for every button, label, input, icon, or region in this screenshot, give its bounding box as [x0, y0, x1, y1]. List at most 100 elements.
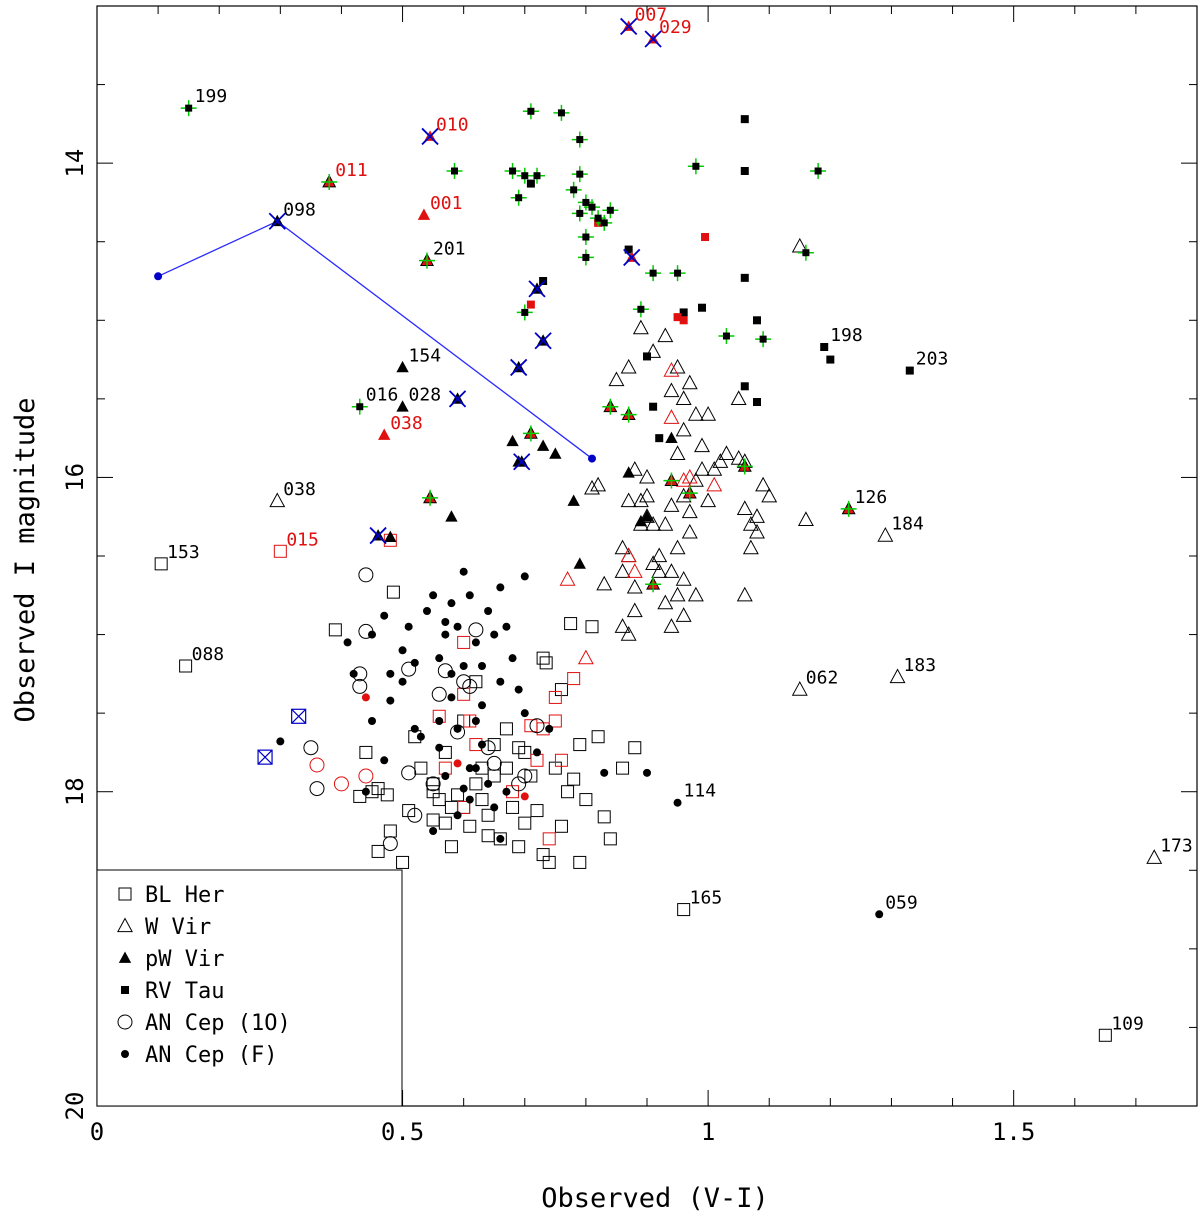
rv-tau-core — [576, 209, 584, 217]
point-bl-her — [438, 745, 452, 759]
point-an-cep-f — [496, 834, 505, 843]
track-endpoint — [588, 454, 596, 463]
rv-tau-core — [576, 136, 584, 144]
point-rv-tau-green-cross — [446, 163, 463, 179]
point-an-cep-f — [514, 685, 523, 694]
point-an-cep-f — [410, 658, 419, 667]
annotation-label: 199 — [195, 86, 228, 107]
point-an-cep-1o-red — [333, 776, 349, 792]
legend-symbol — [118, 951, 132, 963]
point-pw-vir — [665, 431, 678, 444]
point-bl-her — [383, 824, 397, 838]
point-w-vir — [791, 681, 808, 696]
annotation-label: 029 — [659, 17, 692, 38]
point-blue-cross-triangle — [513, 453, 531, 471]
point-bl-her — [444, 840, 458, 854]
rv-tau-core — [582, 198, 590, 206]
point-pw-vir — [634, 514, 648, 527]
x-square-box — [257, 749, 273, 765]
point-an-cep-f — [490, 803, 499, 812]
point-w-vir — [742, 516, 759, 531]
point-an-cep-f — [435, 743, 444, 752]
point-rv-tau-red — [701, 233, 710, 241]
point-green-cross-triangle — [422, 489, 439, 506]
point-rv-tau-red — [679, 316, 688, 325]
point-bl-her — [585, 620, 599, 634]
point-rv-tau — [820, 343, 829, 351]
point-blue-cross-triangle — [369, 526, 387, 545]
y-tick-label: 14 — [61, 149, 89, 178]
point-an-cep-f — [453, 622, 462, 631]
point-rv-tau-green-cross — [669, 265, 686, 282]
rv-tau-core — [509, 167, 517, 175]
y-tick-label: 16 — [61, 463, 89, 492]
point-blue-cross-triangle — [528, 280, 546, 298]
point-w-vir — [1146, 849, 1163, 864]
point-rv-tau — [526, 179, 535, 188]
point-an-cep-f — [673, 798, 682, 807]
rv-tau-core — [722, 332, 730, 340]
point-bl-her — [561, 785, 575, 799]
point-w-vir — [657, 594, 674, 610]
point-rv-tau-green-cross — [577, 229, 594, 245]
point-rv-tau — [649, 402, 658, 411]
legend-symbol — [117, 1014, 133, 1030]
point-w-vir-red — [706, 476, 723, 492]
point-bl-her — [628, 741, 642, 755]
point-w-vir — [639, 508, 655, 523]
point-w-vir — [718, 445, 735, 460]
point-an-cep-f — [875, 910, 884, 919]
point-w-vir — [669, 445, 686, 460]
annotation-label: 015 — [286, 529, 319, 550]
blue-evolution-track — [154, 220, 596, 463]
annotation-label: 203 — [916, 349, 949, 370]
point-rv-tau — [740, 115, 749, 124]
point-w-vir — [687, 472, 704, 487]
point-bl-her-red — [457, 635, 471, 649]
annotation-label: 007 — [635, 4, 668, 25]
point-rv-tau-green-cross — [504, 163, 521, 179]
point-w-vir — [712, 453, 729, 468]
annotation-label: 016 — [366, 385, 399, 406]
point-blue-cross-triangle — [510, 358, 528, 377]
rv-tau-core — [606, 206, 614, 214]
x-triangle-diag-b — [369, 526, 387, 545]
x-axis-title: Observed (V-I) — [541, 1183, 769, 1214]
point-green-cross-triangle — [419, 252, 435, 269]
point-an-cep-f — [533, 748, 541, 757]
point-an-cep-f — [508, 654, 517, 663]
point-bl-her — [438, 816, 452, 830]
point-w-vir — [632, 319, 649, 335]
point-an-cep-1o — [401, 765, 417, 781]
point-pw-vir — [396, 360, 409, 373]
point-an-cep-1o — [358, 567, 374, 583]
point-an-cep-f — [380, 611, 389, 620]
point-bl-her — [371, 844, 385, 858]
point-w-vir — [681, 523, 698, 539]
annotation-label: 062 — [806, 668, 839, 689]
point-w-vir — [797, 511, 814, 526]
point-w-vir-red — [663, 409, 680, 424]
point-an-cep-1o — [382, 836, 398, 852]
point-an-cep-1o — [517, 768, 533, 784]
point-w-vir — [700, 492, 717, 508]
rv-tau-core — [356, 403, 364, 411]
point-w-vir-red — [626, 563, 643, 578]
point-an-cep-f — [441, 772, 450, 780]
point-bl-her — [457, 800, 471, 814]
x-square-diag-b — [291, 708, 307, 724]
legend-symbol — [118, 887, 132, 901]
legend-label: RV Tau — [145, 979, 224, 1004]
point-an-cep-1o — [431, 686, 447, 702]
legend-label: pW Vir — [145, 947, 224, 972]
point-bl-her — [573, 855, 587, 869]
point-an-cep-1o — [486, 755, 502, 771]
point-rv-tau-green-cross — [645, 265, 662, 282]
x-purple-diag-b — [620, 17, 638, 36]
point-rv-tau — [826, 355, 835, 364]
rv-tau-core — [692, 162, 700, 170]
point-an-cep-f — [368, 717, 376, 725]
axis-ticks: 0 0.5 1 1.5 14 16 18 20 — [61, 5, 1198, 1146]
point-w-vir — [681, 374, 698, 390]
point-w-vir — [742, 539, 759, 555]
